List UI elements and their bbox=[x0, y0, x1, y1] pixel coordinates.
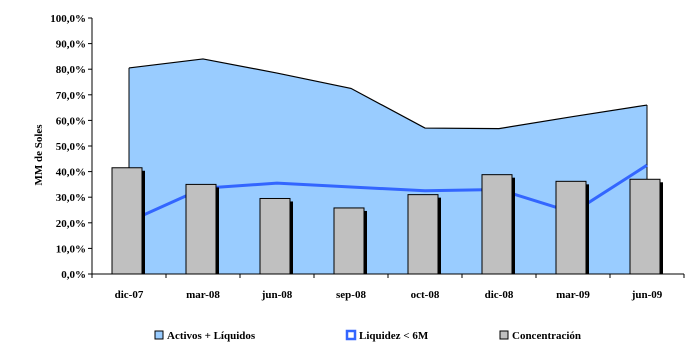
x-tick-label: sep-08 bbox=[336, 289, 366, 301]
bar-concentracion bbox=[111, 167, 143, 275]
bar-concentracion bbox=[259, 197, 291, 275]
bar-concentracion bbox=[629, 178, 661, 275]
legend-label: Liquidez < 6M bbox=[359, 330, 429, 342]
bar-concentracion bbox=[555, 180, 587, 275]
x-tick-label: oct-08 bbox=[411, 289, 440, 301]
y-tick-label: 40,0% bbox=[56, 167, 86, 179]
bar-concentracion bbox=[407, 194, 439, 275]
bar-concentracion bbox=[333, 207, 365, 275]
y-tick-label: 0,0% bbox=[61, 269, 86, 281]
legend-label: Activos + Líquidos bbox=[167, 330, 256, 342]
legend-swatch bbox=[154, 330, 164, 340]
x-tick-label: dic-08 bbox=[485, 289, 514, 301]
legend-swatch bbox=[345, 329, 357, 341]
y-tick-label: 80,0% bbox=[56, 64, 86, 76]
y-axis-label: MM de Soles bbox=[33, 124, 45, 186]
x-tick-label: jun-08 bbox=[261, 289, 293, 301]
area-activos-liquidos-outline bbox=[128, 58, 648, 130]
x-tick-label: mar-08 bbox=[186, 289, 220, 301]
y-tick-label: 20,0% bbox=[56, 218, 86, 230]
legend-swatch bbox=[499, 330, 509, 340]
y-tick-label: 60,0% bbox=[56, 115, 86, 127]
x-tick-label: jun-09 bbox=[631, 289, 663, 301]
y-tick-label: 100,0% bbox=[50, 13, 86, 25]
bar-concentracion bbox=[185, 183, 217, 275]
bar-concentracion bbox=[481, 174, 513, 275]
legend-label: Concentración bbox=[512, 330, 581, 342]
y-tick-label: 50,0% bbox=[56, 141, 86, 153]
x-tick-label: dic-07 bbox=[115, 289, 144, 301]
y-tick-label: 10,0% bbox=[56, 243, 86, 255]
y-tick-label: 90,0% bbox=[56, 39, 86, 51]
x-tick-label: mar-09 bbox=[556, 289, 590, 301]
area-activos-liquidos bbox=[129, 58, 647, 275]
y-tick-label: 70,0% bbox=[56, 90, 86, 102]
y-tick-label: 30,0% bbox=[56, 192, 86, 204]
